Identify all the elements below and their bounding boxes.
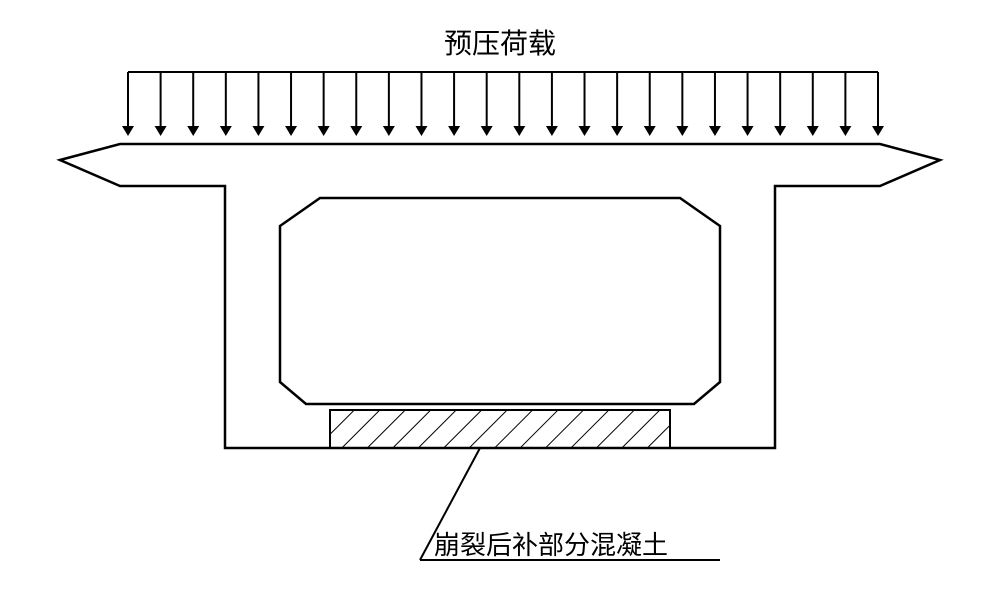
top-load-label: 预压荷载 <box>0 22 1000 62</box>
hatched-concrete <box>330 410 670 448</box>
diagram-svg: 崩裂后补部分混凝土 <box>0 0 1000 604</box>
diagram-canvas: 预压荷载 崩裂后补部分混凝土 <box>0 0 1000 604</box>
load-arrows <box>122 72 884 136</box>
beam-void <box>280 198 720 404</box>
annotation-label: 崩裂后补部分混凝土 <box>434 531 668 560</box>
